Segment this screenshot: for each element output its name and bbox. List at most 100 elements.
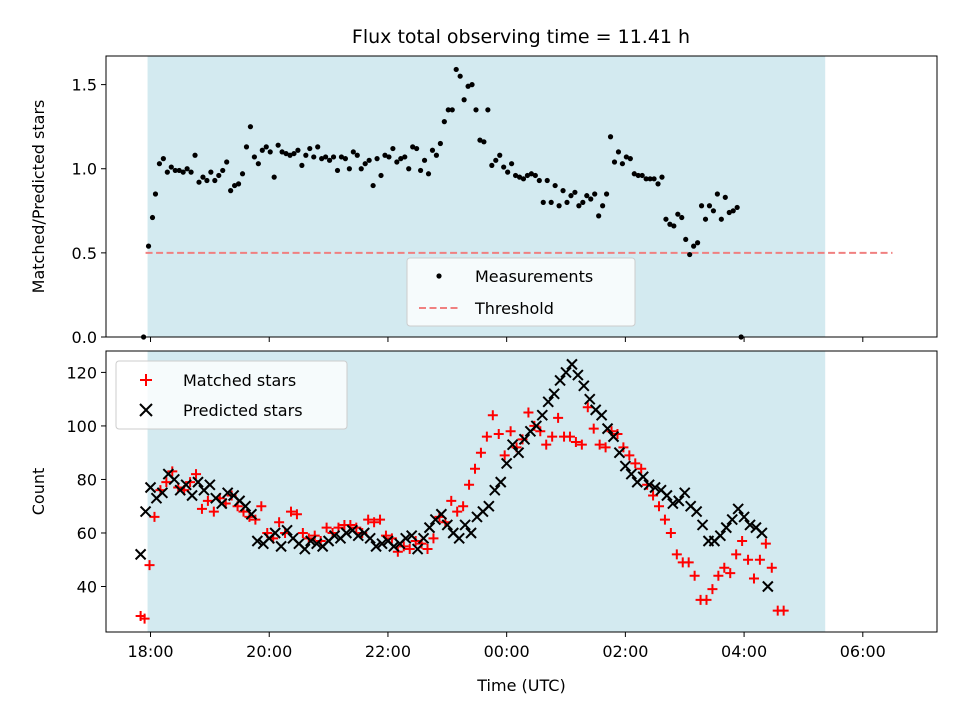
predicted-point xyxy=(732,503,744,515)
predicted-point xyxy=(311,537,323,550)
measurement-point xyxy=(370,182,376,189)
measurement-point xyxy=(718,216,724,222)
matched-point xyxy=(422,544,433,555)
measurement-point xyxy=(299,162,305,168)
matched-point xyxy=(458,501,469,512)
measurement-point xyxy=(540,199,546,205)
legend-matched-marker xyxy=(140,374,152,386)
predicted-point xyxy=(281,524,293,537)
measurement-point xyxy=(734,204,740,211)
predicted-point xyxy=(340,527,353,539)
predicted-point xyxy=(180,479,192,491)
measurement-point xyxy=(552,182,558,189)
matched-point xyxy=(760,538,771,549)
predicted-point xyxy=(139,505,152,518)
measurement-point xyxy=(433,152,440,158)
y-tick-label: 1.5 xyxy=(72,76,97,95)
measurement-point xyxy=(374,156,380,162)
measurement-point xyxy=(145,243,152,249)
predicted-point xyxy=(495,476,507,488)
matched-point xyxy=(375,514,386,525)
measurement-point xyxy=(196,179,202,185)
matched-point xyxy=(630,458,641,469)
measurement-point xyxy=(497,152,503,158)
measurement-point xyxy=(235,181,242,187)
matched-point xyxy=(659,514,670,525)
matched-point xyxy=(191,469,202,480)
measurement-point xyxy=(671,223,677,229)
measurement-point xyxy=(334,167,341,174)
legend-label: Measurements xyxy=(475,267,593,286)
measurement-point xyxy=(421,157,428,163)
predicted-point xyxy=(536,409,548,421)
predicted-point xyxy=(251,535,264,547)
x-tick-label: 02:00 xyxy=(602,642,648,661)
y-tick-label: 40 xyxy=(77,578,97,597)
measurement-point xyxy=(643,176,649,182)
measurement-point xyxy=(631,171,637,177)
measurement-point xyxy=(611,159,618,165)
legend-label: Predicted stars xyxy=(183,401,303,420)
measurement-point xyxy=(461,97,467,103)
measurement-point xyxy=(635,172,641,179)
measurement-point xyxy=(156,161,163,167)
matched-point xyxy=(499,450,510,461)
matched-point xyxy=(446,495,457,506)
predicted-point xyxy=(417,532,430,545)
measurement-point xyxy=(619,161,626,167)
measurement-point xyxy=(319,156,325,162)
x-tick-label: 06:00 xyxy=(840,642,886,661)
measurement-point xyxy=(275,142,281,148)
matched-point xyxy=(576,439,587,450)
measurement-point xyxy=(520,176,527,182)
measurement-point xyxy=(493,157,499,163)
measurement-point xyxy=(473,107,479,113)
measurement-point xyxy=(528,171,534,177)
predicted-point xyxy=(530,420,543,432)
matched-point xyxy=(161,477,172,488)
measurement-point xyxy=(168,164,174,170)
measurement-point xyxy=(647,176,653,182)
predicted-point xyxy=(441,519,454,531)
measurement-point xyxy=(505,169,511,175)
measurement-point xyxy=(548,199,554,205)
measurement-point xyxy=(366,157,372,163)
matched-point xyxy=(547,431,558,442)
matched-point xyxy=(256,501,267,512)
matched-point xyxy=(202,495,213,506)
y-axis-label: Count xyxy=(29,468,48,516)
measurement-point xyxy=(584,193,590,199)
matched-point xyxy=(766,562,777,573)
measurement-point xyxy=(346,166,352,172)
matched-point xyxy=(493,428,504,439)
measurement-point xyxy=(655,181,661,187)
measurement-point xyxy=(410,144,416,150)
predicted-point xyxy=(554,374,566,387)
predicted-point xyxy=(667,497,679,510)
measurement-point xyxy=(212,177,218,184)
measurement-point xyxy=(706,203,713,209)
measurement-point xyxy=(572,189,578,195)
predicted-point xyxy=(216,497,228,510)
legend-box xyxy=(115,360,348,430)
count-panel: 40 60 80 100 120 18:00 20:00 22:00 00:00 02:00 04:… xyxy=(29,350,938,695)
predicted-point xyxy=(192,476,204,488)
measurement-point xyxy=(390,145,396,152)
measurement-point xyxy=(378,172,384,179)
measurement-point xyxy=(425,171,432,177)
measurement-point xyxy=(192,152,198,158)
predicted-point xyxy=(364,532,376,545)
measurement-point xyxy=(239,171,246,177)
measurement-point xyxy=(702,216,709,222)
matched-point xyxy=(523,407,534,418)
predicted-point xyxy=(762,580,774,593)
y-tick-label: 0.0 xyxy=(72,328,97,347)
measurement-point xyxy=(607,134,614,140)
matched-point xyxy=(487,410,498,421)
y-tick-label: 0.5 xyxy=(72,244,97,263)
predicted-point xyxy=(613,446,626,459)
x-tick-label: 00:00 xyxy=(484,642,530,661)
matched-point xyxy=(541,439,552,450)
matched-point xyxy=(737,536,748,547)
measurement-point xyxy=(414,145,420,152)
